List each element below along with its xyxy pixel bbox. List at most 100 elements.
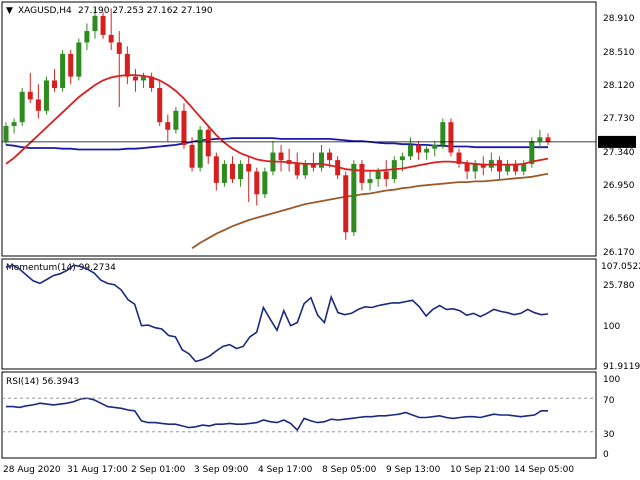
- current-price-badge: 27.190: [598, 135, 636, 148]
- symbol-dropdown-icon[interactable]: ▼: [6, 6, 13, 16]
- candle-body: [100, 15, 106, 35]
- candle-body: [456, 152, 462, 164]
- candle-body: [84, 31, 90, 43]
- current-price-badge-bg: [598, 135, 636, 148]
- momentum-panel: [1, 258, 597, 370]
- time-axis: 28 Aug 2020 31 Aug 17:00 2 Sep 01:00 3 S…: [3, 465, 574, 475]
- momentum-line: [5, 264, 549, 363]
- time-tick: 28 Aug 2020: [3, 465, 61, 475]
- candle-body: [165, 122, 171, 130]
- candle-body: [205, 129, 211, 157]
- time-tick: 14 Sep 05:00: [514, 465, 574, 475]
- rsi-tick: 30: [603, 430, 615, 440]
- symbol-label: XAGUSD,H4: [18, 6, 72, 16]
- candle-body: [76, 42, 82, 77]
- candle-body: [327, 152, 333, 161]
- candle-body: [505, 163, 511, 172]
- rsi-line: [6, 397, 548, 432]
- candle-body: [213, 156, 219, 183]
- price-tick: 28.910: [603, 14, 635, 24]
- price-tick: 26.950: [603, 181, 635, 191]
- candle-body: [359, 163, 365, 183]
- candle-body: [318, 152, 325, 168]
- time-tick: 2 Sep 01:00: [131, 465, 186, 475]
- candle-body: [424, 148, 430, 153]
- time-tick: 10 Sep 21:00: [450, 465, 510, 475]
- current-price-label: 27.190: [602, 138, 634, 148]
- price-axis: 28.910 28.510 28.120 27.730 27.340 26.95…: [603, 14, 635, 291]
- candle-body: [229, 163, 236, 180]
- candle-body: [60, 53, 66, 89]
- candle-body: [27, 91, 33, 100]
- price-tick: 25.780: [603, 281, 635, 291]
- candle-body: [310, 163, 316, 168]
- rsi-tick: 100: [603, 375, 620, 385]
- time-tick: 8 Sep 05:00: [322, 465, 377, 475]
- candle-body: [132, 76, 138, 81]
- candle-body: [254, 171, 260, 195]
- time-tick: 9 Sep 13:00: [386, 465, 441, 475]
- candle-body: [108, 34, 114, 43]
- candle-body: [238, 163, 244, 180]
- momentum-header: Momentum(14) 99.2734: [6, 263, 116, 273]
- candle-body: [375, 171, 381, 180]
- candle-body: [464, 163, 470, 172]
- candle-body: [513, 163, 519, 172]
- rsi-header: RSI(14) 56.3943: [6, 377, 79, 387]
- candle-body: [43, 80, 49, 111]
- candle-body: [399, 156, 405, 161]
- momentum-tick: 107.0522: [601, 262, 640, 272]
- momentum-tick: 100: [603, 322, 620, 332]
- candle-body: [181, 110, 187, 145]
- candle-body: [92, 15, 98, 32]
- rsi-tick: 70: [603, 396, 615, 406]
- candle-body: [432, 144, 438, 149]
- candle-body: [343, 175, 349, 233]
- candle-body: [19, 91, 25, 123]
- candle-body: [294, 163, 300, 176]
- candle-body: [278, 152, 284, 161]
- candle-body: [302, 163, 308, 176]
- candle-body: [383, 171, 389, 180]
- candle-body: [35, 99, 41, 111]
- candle-body: [521, 163, 527, 172]
- candle-body: [545, 137, 551, 142]
- candle-body: [262, 171, 268, 195]
- ohlc-label: 27.190 27.253 27.162 27.190: [78, 6, 213, 16]
- candle-body: [416, 144, 422, 153]
- rsi-tick: 0: [603, 450, 609, 460]
- candle-body: [537, 137, 543, 142]
- time-tick: 31 Aug 17:00: [67, 465, 128, 475]
- ma-blue-line: [5, 137, 548, 151]
- ma-red-line: [5, 74, 549, 172]
- rsi-layer: [2, 397, 596, 433]
- candle-body: [141, 76, 147, 81]
- price-tick: 26.170: [603, 248, 635, 258]
- candle-body: [480, 163, 486, 168]
- candle-body: [3, 125, 9, 142]
- candle-body: [11, 122, 17, 126]
- candle-body: [173, 110, 179, 130]
- price-tick: 27.340: [603, 148, 635, 158]
- candle-body: [529, 141, 535, 164]
- momentum-layer: [5, 264, 549, 363]
- price-tick: 26.560: [603, 214, 635, 224]
- candle-body: [149, 76, 155, 89]
- price-tick: 28.510: [603, 48, 635, 58]
- symbol-header: ▼ XAGUSD,H4 27.190 27.253 27.162 27.190: [6, 6, 213, 16]
- candle-body: [407, 144, 413, 157]
- candle-body: [116, 42, 122, 54]
- momentum-tick: 91.9119: [603, 362, 640, 372]
- candle-body: [221, 163, 227, 183]
- time-tick: 3 Sep 09:00: [194, 465, 249, 475]
- candle-body: [246, 163, 252, 172]
- ma-brown-line: [191, 172, 549, 249]
- candle-body: [496, 160, 502, 172]
- candle-body: [448, 122, 454, 153]
- candle-body: [351, 163, 357, 233]
- candle-body: [157, 88, 163, 123]
- candle-body: [367, 179, 373, 183]
- candle-body: [68, 53, 74, 77]
- candle-body: [197, 129, 203, 168]
